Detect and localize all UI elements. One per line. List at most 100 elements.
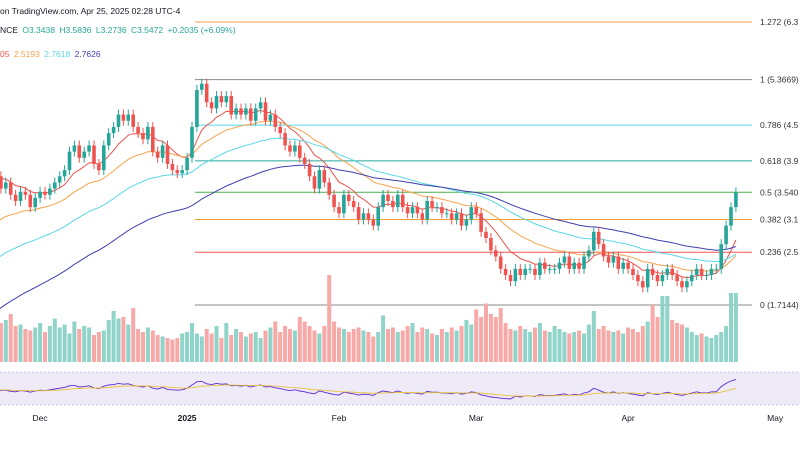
candle-body (204, 83, 209, 103)
candle-body (582, 256, 586, 269)
volume-bar (381, 315, 386, 362)
volume-bar (18, 324, 23, 362)
candle-body (405, 207, 410, 214)
candle-body (200, 83, 204, 90)
candle-body (342, 194, 346, 214)
candle-body (151, 126, 155, 152)
volume-bar (199, 336, 204, 362)
volume-bar (47, 326, 52, 362)
candle-body (4, 182, 8, 189)
volume-bar (190, 323, 194, 362)
candle-body (121, 114, 126, 121)
candle-body (469, 207, 474, 220)
volume-bar (131, 308, 136, 362)
volume-bar (92, 335, 96, 362)
candle-body (626, 262, 630, 269)
candle-body (655, 275, 660, 282)
candle-body (18, 191, 23, 201)
volume-bar (390, 327, 395, 362)
candle-body (415, 207, 420, 214)
volume-bar (479, 317, 484, 362)
rsi-band (0, 372, 800, 405)
volume-bar (660, 296, 665, 362)
volume-bar (317, 333, 322, 362)
candle-body (562, 256, 567, 263)
candle-body (513, 268, 518, 282)
candle-body (160, 145, 165, 158)
volume-bar (278, 332, 283, 362)
candle-body (72, 145, 77, 152)
candle-body (680, 281, 684, 288)
volume-bar (704, 336, 709, 362)
candle-body (596, 231, 601, 245)
volume-bar (689, 332, 694, 362)
fib-level-label: 0.236 (2.5 (760, 247, 799, 257)
candle-body (587, 250, 591, 257)
candle-body (185, 157, 189, 171)
volume-bar (239, 332, 243, 362)
candle-body (195, 89, 199, 127)
candle-body (278, 126, 282, 134)
volume-bar (425, 329, 430, 362)
volume-bar (327, 275, 332, 362)
volume-bar (709, 338, 714, 362)
candle-body (479, 213, 483, 232)
volume-bar (288, 329, 292, 362)
candle-body (484, 231, 488, 239)
volume-bar (57, 327, 62, 362)
volume-bar (145, 327, 150, 362)
fib-level-label: 1 (5.3669) (760, 75, 799, 85)
volume-bar (670, 320, 675, 362)
candle-body (714, 268, 719, 270)
volume-bar (292, 330, 297, 362)
candle-body (631, 268, 635, 276)
candle-body (253, 108, 258, 121)
volume-bar (234, 329, 239, 362)
volume-bar (111, 311, 116, 362)
volume-bar (420, 327, 425, 362)
candle-body (567, 256, 572, 269)
volume-bar (243, 336, 248, 362)
candle-body (670, 268, 674, 276)
candle-body (97, 163, 101, 171)
ma-value-2: 2.7618 (44, 49, 71, 59)
candle-body (116, 114, 121, 127)
candle-body (131, 114, 135, 127)
volume-bar (204, 329, 209, 362)
candle-body (229, 96, 233, 115)
candle-body (709, 268, 714, 276)
candle-body (322, 170, 327, 183)
ma-value-1: 2.5193 (13, 49, 40, 59)
candle-body (8, 182, 13, 195)
candle-body (13, 194, 18, 201)
candle-body (518, 268, 523, 276)
volume-bar (518, 326, 523, 362)
volume-bar (141, 332, 145, 362)
volume-bar (263, 330, 268, 362)
candle-body (508, 275, 513, 282)
fib-level-label: 0 (1.7144) (760, 300, 799, 310)
volume-bar (248, 333, 253, 362)
ma-line: 05 2.5193 2.7618 2.7626 (0, 49, 103, 59)
volume-bar (180, 333, 185, 362)
volume-bar (449, 327, 454, 362)
candle-body (87, 145, 91, 152)
candle-body (283, 133, 287, 146)
candle-body (552, 268, 557, 270)
volume-bar (28, 330, 33, 362)
x-axis-tick-label: May (767, 413, 784, 423)
volume-bar (601, 326, 606, 362)
volume-bar (283, 326, 288, 362)
volume-bar (395, 332, 400, 362)
volume-bar (386, 329, 390, 362)
candle-body (175, 170, 180, 174)
candle-body (337, 207, 341, 214)
volume-bar (121, 317, 126, 362)
ema-slow-line (0, 164, 737, 310)
published-line: on TradingView.com, Apr 25, 2025 02:28 U… (0, 6, 182, 16)
candle-body (0, 176, 3, 189)
volume-bar (52, 318, 57, 362)
candle-body (209, 102, 214, 109)
candle-body (170, 163, 175, 171)
